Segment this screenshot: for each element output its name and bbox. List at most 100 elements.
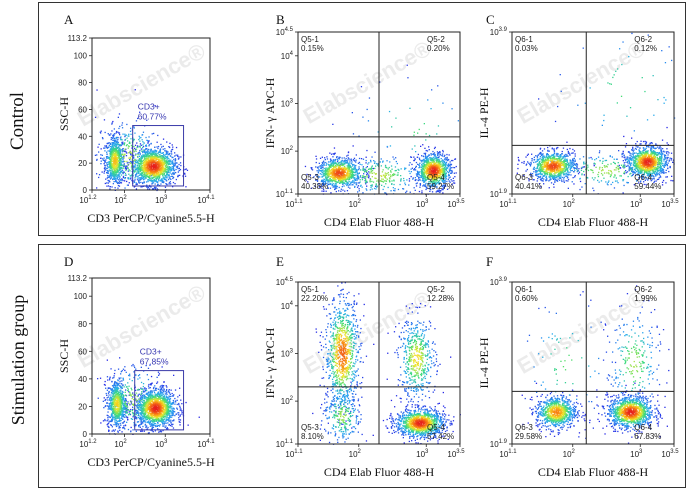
data-point	[339, 168, 342, 171]
data-point	[135, 188, 138, 190]
data-point	[109, 145, 111, 148]
data-point	[158, 158, 160, 160]
data-point	[421, 170, 423, 172]
data-point	[672, 180, 674, 182]
data-point	[346, 155, 348, 157]
data-point	[139, 140, 141, 142]
data-point	[145, 176, 147, 178]
data-point	[423, 179, 425, 182]
data-point	[113, 173, 116, 175]
data-point	[109, 178, 112, 180]
data-point	[162, 180, 164, 182]
data-point	[143, 172, 145, 174]
data-point	[662, 148, 664, 150]
data-point	[136, 183, 138, 185]
data-point	[112, 178, 114, 181]
data-point	[351, 161, 353, 163]
data-point	[335, 185, 337, 188]
data-point	[428, 134, 431, 137]
data-point	[356, 186, 359, 188]
data-point	[350, 162, 352, 165]
x-axis-label: CD3 PerCP/Cyanine5.5-H	[87, 211, 215, 225]
data-point	[175, 178, 177, 181]
data-point	[433, 178, 435, 180]
data-point	[423, 180, 425, 182]
data-point	[161, 168, 163, 171]
data-point	[141, 160, 143, 162]
data-point	[174, 152, 176, 154]
data-point	[395, 160, 397, 163]
data-point	[329, 164, 331, 166]
data-point	[359, 181, 361, 183]
data-point	[438, 161, 440, 163]
data-point	[115, 170, 117, 172]
data-point	[158, 151, 160, 153]
data-point	[627, 158, 629, 161]
data-point	[128, 177, 130, 179]
data-point	[340, 160, 342, 162]
data-point	[110, 148, 112, 150]
data-point	[149, 157, 151, 159]
data-point	[432, 173, 435, 176]
data-point	[450, 179, 452, 181]
data-point	[118, 166, 120, 168]
data-point	[160, 171, 162, 173]
data-point	[355, 159, 357, 161]
data-point	[341, 157, 343, 159]
data-point	[330, 192, 332, 194]
data-point	[442, 160, 445, 162]
data-point	[155, 150, 157, 152]
data-point	[574, 159, 576, 161]
data-point	[103, 167, 106, 170]
data-point	[436, 151, 439, 153]
data-point	[668, 152, 670, 154]
data-point	[620, 95, 623, 97]
data-point	[344, 167, 346, 170]
data-point	[157, 169, 159, 171]
data-point	[618, 150, 620, 152]
data-point	[130, 160, 132, 163]
data-point	[329, 170, 331, 172]
data-point	[129, 159, 131, 161]
data-point	[425, 178, 427, 181]
data-point	[395, 157, 397, 159]
data-point	[441, 165, 443, 167]
data-point	[169, 167, 171, 169]
data-point	[168, 182, 171, 184]
data-point	[352, 177, 354, 179]
data-point	[103, 147, 105, 149]
data-point	[157, 182, 159, 184]
data-point	[148, 172, 150, 174]
data-point	[542, 180, 544, 182]
data-point	[422, 163, 425, 165]
data-point	[151, 182, 153, 184]
data-point	[149, 170, 151, 172]
data-point	[127, 147, 129, 149]
data-point	[649, 143, 651, 145]
data-point	[436, 175, 438, 178]
data-point	[348, 175, 351, 177]
data-point	[177, 158, 180, 160]
data-point	[144, 160, 146, 162]
data-point	[129, 162, 131, 164]
x-axis-label: CD4 Elab Fluor 488-H	[324, 215, 435, 229]
data-point	[366, 176, 368, 178]
data-point	[138, 181, 140, 183]
data-point	[621, 156, 623, 158]
data-point	[438, 165, 441, 168]
data-point	[326, 158, 329, 160]
data-point	[164, 167, 166, 170]
data-point	[644, 140, 646, 143]
data-point	[359, 175, 362, 177]
data-point	[111, 166, 114, 168]
data-point	[442, 151, 444, 153]
data-point	[172, 181, 175, 184]
data-point	[161, 159, 164, 161]
data-point	[330, 172, 333, 174]
data-point	[318, 169, 320, 171]
data-point	[111, 173, 113, 175]
data-point	[119, 149, 121, 152]
data-point	[155, 159, 157, 162]
data-point	[153, 161, 155, 164]
data-point	[366, 189, 368, 191]
